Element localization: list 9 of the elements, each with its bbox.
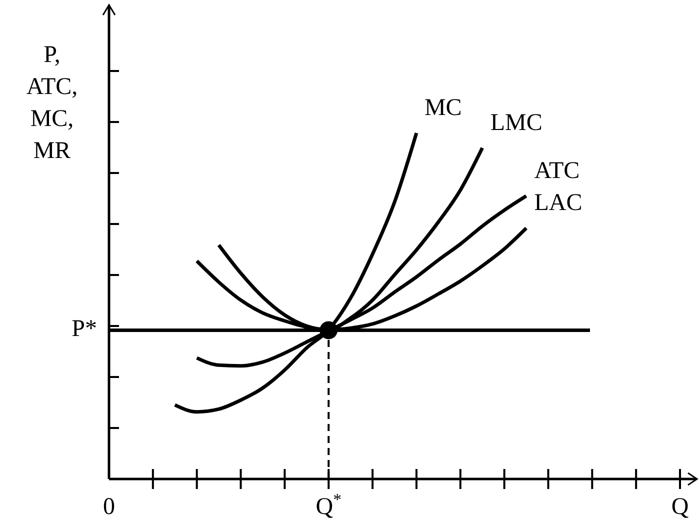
ref-line-label: P* <box>72 316 97 342</box>
series-label: ATC <box>534 158 580 184</box>
x-tick-label: Q <box>671 494 689 520</box>
y-axis-title: P, ATC, MC, MR <box>26 42 78 164</box>
series-label: LAC <box>534 190 582 216</box>
x-tick-label: Q$^{*}$ <box>316 490 342 520</box>
series-label: LMC <box>490 110 542 136</box>
series-label: MC <box>424 95 462 121</box>
x-tick-label: 0 <box>103 494 115 520</box>
